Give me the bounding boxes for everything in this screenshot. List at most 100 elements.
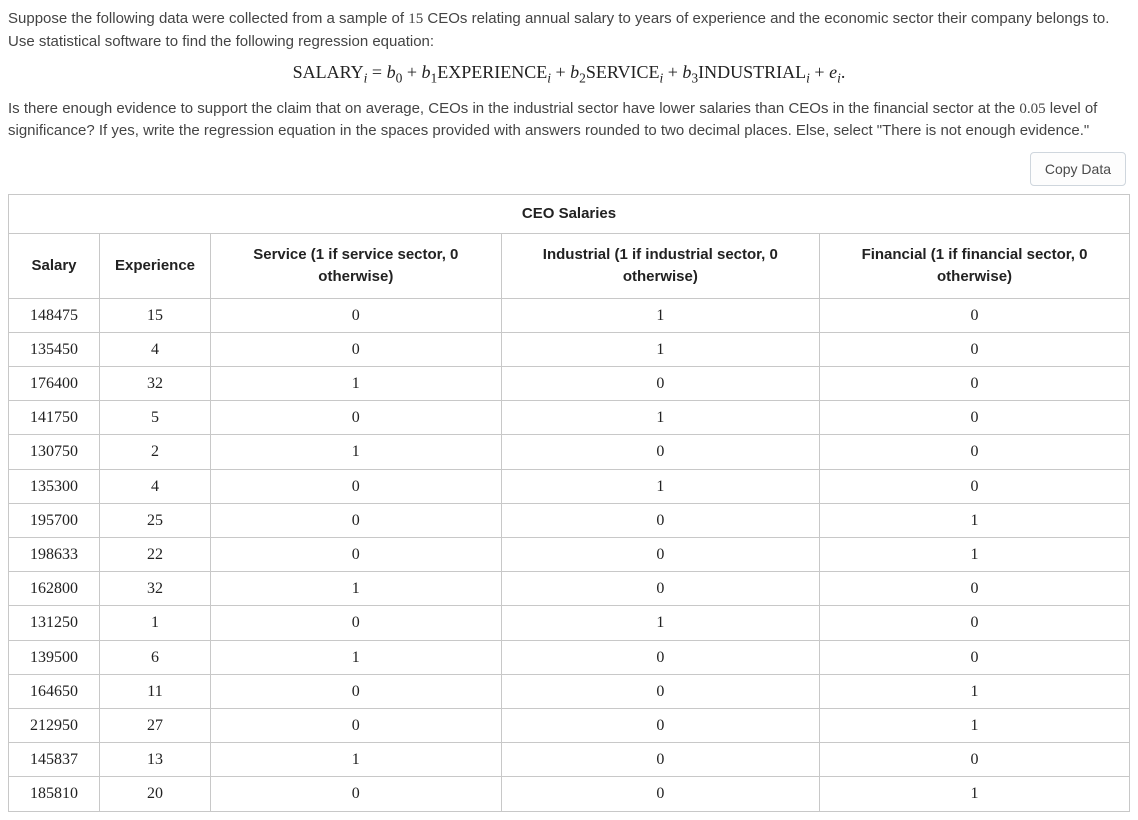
table-row: 17640032100	[9, 367, 1130, 401]
column-header-salary: Salary	[9, 234, 100, 299]
column-header-financial: Financial (1 if financial sector, 0 othe…	[820, 234, 1130, 299]
table-header-row: Salary Experience Service (1 if service …	[9, 234, 1130, 299]
table-cell: 0	[820, 606, 1130, 640]
table-row: 1312501010	[9, 606, 1130, 640]
table-cell: 0	[820, 469, 1130, 503]
table-row: 16280032100	[9, 572, 1130, 606]
table-cell: 0	[211, 469, 502, 503]
table-cell: 0	[501, 743, 819, 777]
table-cell: 1	[501, 469, 819, 503]
table-cell: 0	[211, 401, 502, 435]
table-cell: 0	[211, 708, 502, 742]
table-cell: 0	[211, 777, 502, 811]
table-cell: 212950	[9, 708, 100, 742]
table-row: 1354504010	[9, 332, 1130, 366]
question-p2-part-a: Is there enough evidence to support the …	[8, 100, 1019, 117]
table-cell: 198633	[9, 538, 100, 572]
table-cell: 4	[100, 469, 211, 503]
table-cell: 131250	[9, 606, 100, 640]
table-cell: 0	[501, 435, 819, 469]
table-cell: 141750	[9, 401, 100, 435]
table-cell: 0	[211, 606, 502, 640]
table-cell: 32	[100, 367, 211, 401]
column-header-experience: Experience	[100, 234, 211, 299]
regression-equation: SALARYi = b0 + b1EXPERIENCEi + b2SERVICE…	[8, 59, 1130, 88]
table-cell: 27	[100, 708, 211, 742]
table-cell: 0	[211, 298, 502, 332]
table-cell: 135450	[9, 332, 100, 366]
table-cell: 1	[211, 572, 502, 606]
table-cell: 1	[211, 367, 502, 401]
table-cell: 2	[100, 435, 211, 469]
table-cell: 162800	[9, 572, 100, 606]
table-cell: 145837	[9, 743, 100, 777]
table-cell: 0	[501, 367, 819, 401]
table-cell: 0	[211, 503, 502, 537]
table-cell: 20	[100, 777, 211, 811]
table-row: 16465011001	[9, 674, 1130, 708]
table-row: 14847515010	[9, 298, 1130, 332]
column-header-industrial: Industrial (1 if industrial sector, 0 ot…	[501, 234, 819, 299]
table-cell: 0	[820, 367, 1130, 401]
table-cell: 0	[501, 674, 819, 708]
table-cell: 1	[211, 640, 502, 674]
table-cell: 0	[501, 538, 819, 572]
table-cell: 135300	[9, 469, 100, 503]
table-cell: 148475	[9, 298, 100, 332]
table-row: 14583713100	[9, 743, 1130, 777]
table-title: CEO Salaries	[9, 195, 1130, 234]
table-cell: 0	[820, 743, 1130, 777]
table-cell: 1	[501, 401, 819, 435]
table-cell: 0	[501, 708, 819, 742]
table-row: 19570025001	[9, 503, 1130, 537]
table-cell: 0	[820, 572, 1130, 606]
table-cell: 0	[501, 503, 819, 537]
question-alpha: 0.05	[1019, 101, 1045, 117]
table-cell: 130750	[9, 435, 100, 469]
table-cell: 4	[100, 332, 211, 366]
copy-data-button[interactable]: Copy Data	[1030, 152, 1126, 186]
table-cell: 1	[211, 435, 502, 469]
table-cell: 0	[501, 777, 819, 811]
table-cell: 1	[820, 777, 1130, 811]
table-cell: 1	[211, 743, 502, 777]
table-cell: 0	[820, 640, 1130, 674]
table-cell: 1	[100, 606, 211, 640]
table-cell: 1	[501, 606, 819, 640]
table-cell: 1	[820, 538, 1130, 572]
question-paragraph-1: Suppose the following data were collecte…	[8, 8, 1130, 53]
table-cell: 0	[820, 435, 1130, 469]
table-cell: 13	[100, 743, 211, 777]
table-cell: 1	[501, 298, 819, 332]
table-cell: 0	[820, 298, 1130, 332]
table-cell: 1	[820, 674, 1130, 708]
table-cell: 0	[211, 538, 502, 572]
table-cell: 32	[100, 572, 211, 606]
table-cell: 0	[211, 332, 502, 366]
table-cell: 6	[100, 640, 211, 674]
table-row: 1307502100	[9, 435, 1130, 469]
table-cell: 25	[100, 503, 211, 537]
column-header-service: Service (1 if service sector, 0 otherwis…	[211, 234, 502, 299]
question-sample-count: 15	[408, 11, 423, 27]
table-cell: 1	[820, 708, 1130, 742]
table-row: 21295027001	[9, 708, 1130, 742]
table-cell: 139500	[9, 640, 100, 674]
table-row: 1395006100	[9, 640, 1130, 674]
table-row: 1417505010	[9, 401, 1130, 435]
table-cell: 0	[501, 640, 819, 674]
table-cell: 5	[100, 401, 211, 435]
ceo-salaries-table: CEO Salaries Salary Experience Service (…	[8, 194, 1130, 811]
question-p1-part-a: Suppose the following data were collecte…	[8, 10, 408, 27]
question-paragraph-2: Is there enough evidence to support the …	[8, 98, 1130, 143]
table-cell: 185810	[9, 777, 100, 811]
table-cell: 0	[820, 332, 1130, 366]
table-cell: 11	[100, 674, 211, 708]
table-row: 19863322001	[9, 538, 1130, 572]
table-cell: 176400	[9, 367, 100, 401]
table-cell: 22	[100, 538, 211, 572]
table-row: 18581020001	[9, 777, 1130, 811]
table-row: 1353004010	[9, 469, 1130, 503]
table-cell: 0	[211, 674, 502, 708]
table-cell: 164650	[9, 674, 100, 708]
